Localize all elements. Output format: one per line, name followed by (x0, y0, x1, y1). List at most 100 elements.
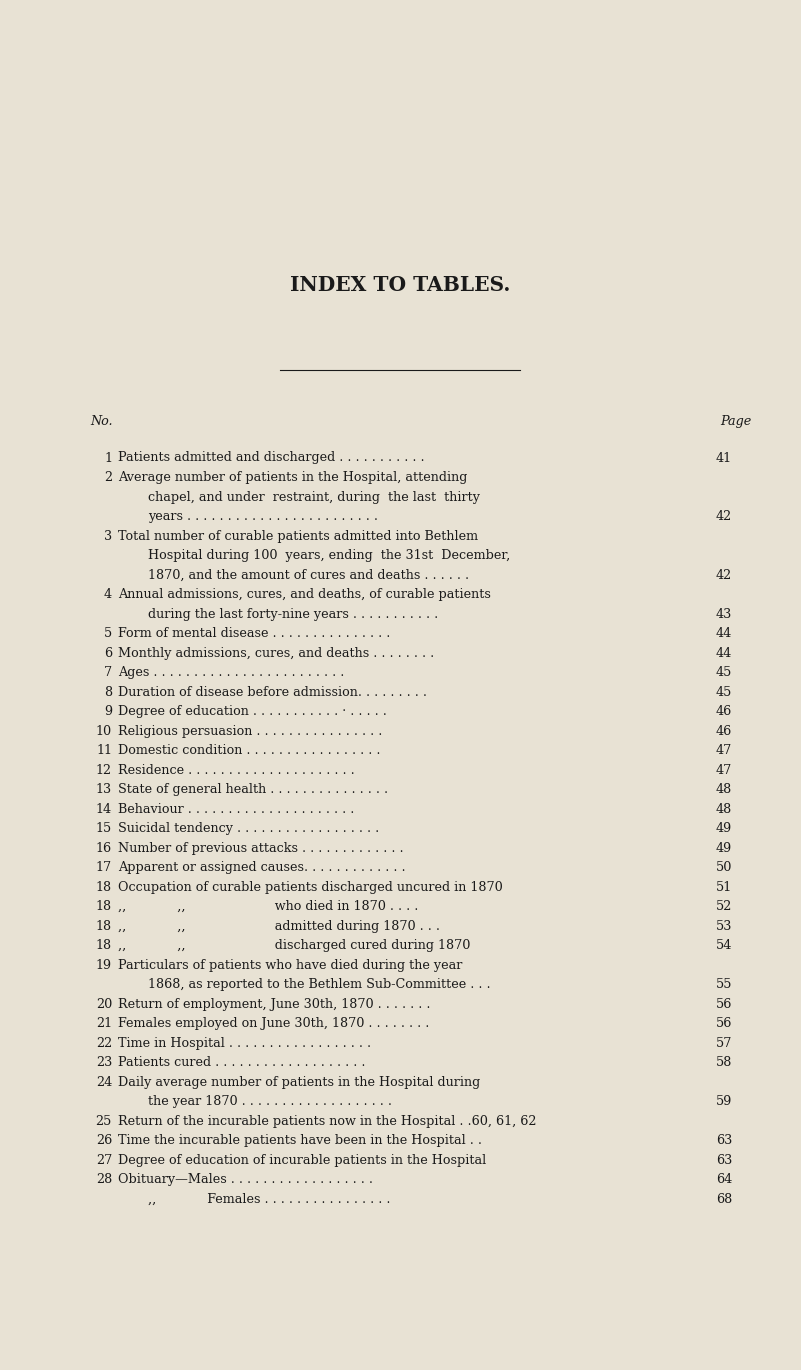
Text: 4: 4 (104, 588, 112, 601)
Text: Patients admitted and discharged . . . . . . . . . . .: Patients admitted and discharged . . . .… (118, 452, 425, 464)
Text: 19: 19 (96, 959, 112, 971)
Text: 16: 16 (96, 841, 112, 855)
Text: 6: 6 (104, 647, 112, 659)
Text: Residence . . . . . . . . . . . . . . . . . . . . .: Residence . . . . . . . . . . . . . . . … (118, 763, 355, 777)
Text: 3: 3 (104, 529, 112, 543)
Text: 46: 46 (716, 706, 732, 718)
Text: 45: 45 (715, 685, 732, 699)
Text: 18: 18 (96, 881, 112, 893)
Text: Return of the incurable patients now in the Hospital . .60, 61, 62: Return of the incurable patients now in … (118, 1115, 537, 1128)
Text: 54: 54 (715, 938, 732, 952)
Text: 5: 5 (104, 627, 112, 640)
Text: Number of previous attacks . . . . . . . . . . . . .: Number of previous attacks . . . . . . .… (118, 841, 404, 855)
Text: Page: Page (720, 415, 751, 429)
Text: 20: 20 (96, 997, 112, 1011)
Text: 56: 56 (715, 997, 732, 1011)
Text: 7: 7 (104, 666, 112, 680)
Text: Females employed on June 30th, 1870 . . . . . . . .: Females employed on June 30th, 1870 . . … (118, 1017, 429, 1030)
Text: 53: 53 (715, 919, 732, 933)
Text: Average number of patients in the Hospital, attending: Average number of patients in the Hospit… (118, 471, 467, 484)
Text: 21: 21 (96, 1017, 112, 1030)
Text: 46: 46 (716, 725, 732, 737)
Text: 17: 17 (96, 860, 112, 874)
Text: during the last forty-nine years . . . . . . . . . . .: during the last forty-nine years . . . .… (148, 607, 438, 621)
Text: 44: 44 (716, 647, 732, 659)
Text: 1: 1 (104, 452, 112, 464)
Text: 55: 55 (715, 978, 732, 991)
Text: Duration of disease before admission. . . . . . . . .: Duration of disease before admission. . … (118, 685, 427, 699)
Text: ,,    Females . . . . . . . . . . . . . . . .: ,, Females . . . . . . . . . . . . . . .… (148, 1192, 391, 1206)
Text: Particulars of patients who have died during the year: Particulars of patients who have died du… (118, 959, 462, 971)
Text: 48: 48 (716, 784, 732, 796)
Text: Domestic condition . . . . . . . . . . . . . . . . .: Domestic condition . . . . . . . . . . .… (118, 744, 380, 758)
Text: 41: 41 (716, 452, 732, 464)
Text: ,,    ,,       who died in 1870 . . . .: ,, ,, who died in 1870 . . . . (118, 900, 418, 912)
Text: 59: 59 (715, 1095, 732, 1108)
Text: 24: 24 (96, 1075, 112, 1089)
Text: Annual admissions, cures, and deaths, of curable patients: Annual admissions, cures, and deaths, of… (118, 588, 491, 601)
Text: the year 1870 . . . . . . . . . . . . . . . . . . .: the year 1870 . . . . . . . . . . . . . … (148, 1095, 392, 1108)
Text: Obituary—Males . . . . . . . . . . . . . . . . . .: Obituary—Males . . . . . . . . . . . . .… (118, 1173, 373, 1186)
Text: 13: 13 (96, 784, 112, 796)
Text: Apparent or assigned causes. . . . . . . . . . . . .: Apparent or assigned causes. . . . . . .… (118, 860, 405, 874)
Text: 57: 57 (715, 1037, 732, 1049)
Text: 42: 42 (716, 510, 732, 523)
Text: 25: 25 (95, 1115, 112, 1128)
Text: 15: 15 (96, 822, 112, 834)
Text: 10: 10 (96, 725, 112, 737)
Text: 47: 47 (716, 763, 732, 777)
Text: 11: 11 (96, 744, 112, 758)
Text: 14: 14 (96, 803, 112, 815)
Text: Daily average number of patients in the Hospital during: Daily average number of patients in the … (118, 1075, 481, 1089)
Text: Occupation of curable patients discharged uncured in 1870: Occupation of curable patients discharge… (118, 881, 503, 893)
Text: 48: 48 (716, 803, 732, 815)
Text: Degree of education of incurable patients in the Hospital: Degree of education of incurable patient… (118, 1154, 486, 1166)
Text: 64: 64 (716, 1173, 732, 1186)
Text: No.: No. (90, 415, 112, 429)
Text: 27: 27 (96, 1154, 112, 1166)
Text: years . . . . . . . . . . . . . . . . . . . . . . . .: years . . . . . . . . . . . . . . . . . … (148, 510, 378, 523)
Text: Total number of curable patients admitted into Bethlem: Total number of curable patients admitte… (118, 529, 478, 543)
Text: 63: 63 (716, 1134, 732, 1147)
Text: 50: 50 (715, 860, 732, 874)
Text: 26: 26 (96, 1134, 112, 1147)
Text: Time in Hospital . . . . . . . . . . . . . . . . . .: Time in Hospital . . . . . . . . . . . .… (118, 1037, 371, 1049)
Text: 1870, and the amount of cures and deaths . . . . . .: 1870, and the amount of cures and deaths… (148, 569, 469, 581)
Text: 12: 12 (96, 763, 112, 777)
Text: Degree of education . . . . . . . . . . . · . . . . .: Degree of education . . . . . . . . . . … (118, 706, 387, 718)
Text: 43: 43 (716, 607, 732, 621)
Text: 58: 58 (715, 1056, 732, 1069)
Text: chapel, and under  restraint, during  the last  thirty: chapel, and under restraint, during the … (148, 490, 480, 504)
Text: 47: 47 (716, 744, 732, 758)
Text: 63: 63 (716, 1154, 732, 1166)
Text: 51: 51 (716, 881, 732, 893)
Text: Religious persuasion . . . . . . . . . . . . . . . .: Religious persuasion . . . . . . . . . .… (118, 725, 382, 737)
Text: Monthly admissions, cures, and deaths . . . . . . . .: Monthly admissions, cures, and deaths . … (118, 647, 434, 659)
Text: 18: 18 (96, 919, 112, 933)
Text: Behaviour . . . . . . . . . . . . . . . . . . . . .: Behaviour . . . . . . . . . . . . . . . … (118, 803, 354, 815)
Text: 23: 23 (96, 1056, 112, 1069)
Text: ,,    ,,       admitted during 1870 . . .: ,, ,, admitted during 1870 . . . (118, 919, 440, 933)
Text: State of general health . . . . . . . . . . . . . . .: State of general health . . . . . . . . … (118, 784, 388, 796)
Text: 1868, as reported to the Bethlem Sub-Committee . . .: 1868, as reported to the Bethlem Sub-Com… (148, 978, 491, 991)
Text: 22: 22 (96, 1037, 112, 1049)
Text: 42: 42 (716, 569, 732, 581)
Text: 44: 44 (716, 627, 732, 640)
Text: Form of mental disease . . . . . . . . . . . . . . .: Form of mental disease . . . . . . . . .… (118, 627, 390, 640)
Text: ,,    ,,       discharged cured during 1870: ,, ,, discharged cured during 1870 (118, 938, 470, 952)
Text: 56: 56 (715, 1017, 732, 1030)
Text: 18: 18 (96, 938, 112, 952)
Text: INDEX TO TABLES.: INDEX TO TABLES. (290, 275, 511, 295)
Text: 49: 49 (716, 841, 732, 855)
Text: Suicidal tendency . . . . . . . . . . . . . . . . . .: Suicidal tendency . . . . . . . . . . . … (118, 822, 379, 834)
Text: Patients cured . . . . . . . . . . . . . . . . . . .: Patients cured . . . . . . . . . . . . .… (118, 1056, 365, 1069)
Text: 49: 49 (716, 822, 732, 834)
Text: Return of employment, June 30th, 1870 . . . . . . .: Return of employment, June 30th, 1870 . … (118, 997, 430, 1011)
Text: Ages . . . . . . . . . . . . . . . . . . . . . . . .: Ages . . . . . . . . . . . . . . . . . .… (118, 666, 344, 680)
Text: 2: 2 (104, 471, 112, 484)
Text: 8: 8 (104, 685, 112, 699)
Text: 9: 9 (104, 706, 112, 718)
Text: 18: 18 (96, 900, 112, 912)
Text: 68: 68 (716, 1192, 732, 1206)
Text: 28: 28 (96, 1173, 112, 1186)
